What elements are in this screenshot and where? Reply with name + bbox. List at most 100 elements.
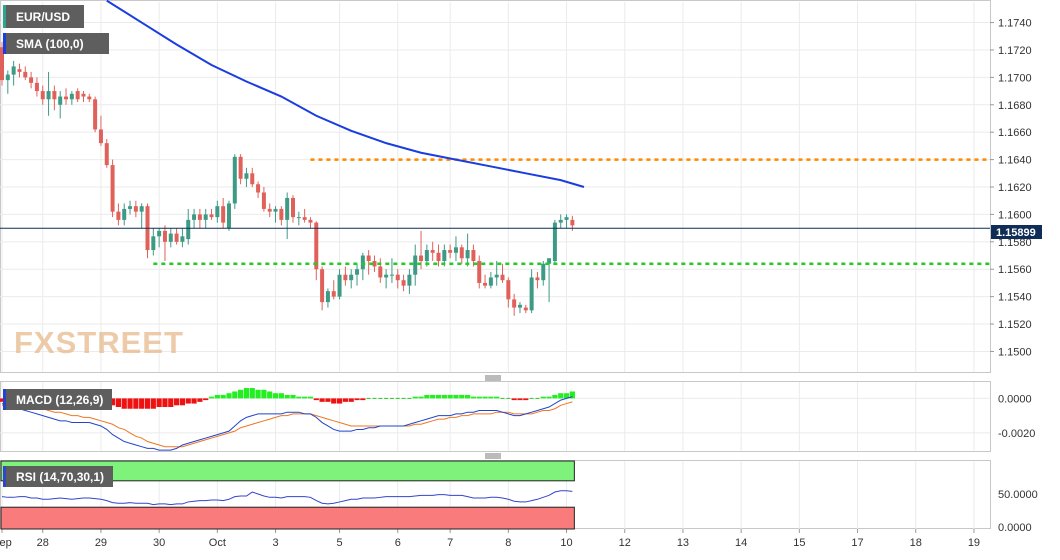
candle-bearish xyxy=(81,93,86,97)
candle-bullish xyxy=(215,206,220,218)
x-tick-label: 15 xyxy=(793,537,805,549)
macd-histogram-bar xyxy=(296,396,302,399)
macd-histogram-bar xyxy=(191,398,197,404)
y-tick-label: 1.1560 xyxy=(998,264,1032,276)
candle-bullish xyxy=(360,255,365,270)
candle-bearish xyxy=(133,206,138,212)
macd-histogram-bar xyxy=(441,394,447,399)
macd-histogram-bar xyxy=(424,394,430,399)
candle-bullish xyxy=(488,277,493,286)
candle-bearish xyxy=(23,71,28,78)
rsi-axis-label: 0.0000 xyxy=(998,522,1032,534)
macd-histogram-bar xyxy=(121,398,127,409)
symbol-label[interactable]: EUR/USD xyxy=(3,5,84,28)
x-tick-label: 30 xyxy=(153,537,165,549)
y-tick-label: 1.1620 xyxy=(998,182,1032,194)
macd-histogram-bar xyxy=(302,396,308,399)
x-tick-label: 29 xyxy=(95,537,107,549)
sma-label[interactable]: SMA (100,0) xyxy=(3,33,109,54)
candle-bullish xyxy=(203,214,208,220)
macd-histogram-bar xyxy=(563,393,570,399)
candle-bearish xyxy=(459,247,464,259)
macd-histogram-bar xyxy=(185,398,191,404)
macd-histogram-bar xyxy=(144,398,151,409)
candle-bearish xyxy=(343,274,348,281)
macd-label[interactable]: MACD (12,26,9) xyxy=(3,389,112,410)
rsi-line xyxy=(1,490,573,506)
candle-bullish xyxy=(529,277,534,311)
macd-histogram-bar xyxy=(517,398,523,401)
support-resistance-levels xyxy=(153,158,990,265)
macd-histogram-bar xyxy=(267,391,273,399)
candle-bullish xyxy=(564,217,569,220)
splitter-handle[interactable] xyxy=(485,453,501,459)
x-tick-label: 14 xyxy=(735,537,747,549)
macd-histogram-bar xyxy=(133,398,139,409)
candle-bearish xyxy=(34,82,39,92)
macd-histogram-bar xyxy=(249,388,255,399)
candle-bearish xyxy=(261,192,266,209)
candle-bearish xyxy=(221,206,226,223)
candle-bullish xyxy=(494,274,499,278)
candle-bullish xyxy=(285,197,290,220)
y-tick-label: 1.1680 xyxy=(998,100,1032,112)
candle-bullish xyxy=(122,208,127,220)
candle-bullish xyxy=(384,274,389,278)
macd-histogram-bar xyxy=(0,398,5,402)
candle-bullish xyxy=(389,274,394,276)
sma-line xyxy=(106,0,585,188)
candle-bullish xyxy=(355,269,360,275)
current-price-value: 1.15899 xyxy=(996,227,1036,239)
candle-bullish xyxy=(186,219,191,240)
macd-histogram-bar xyxy=(179,398,186,406)
macd-histogram-bar xyxy=(243,388,250,399)
candle-bullish xyxy=(296,217,301,219)
candle-bearish xyxy=(535,277,540,281)
candle-bearish xyxy=(75,91,80,100)
macd-histogram-bar xyxy=(232,391,238,399)
candle-bullish xyxy=(69,93,74,100)
x-tick-label: 5 xyxy=(336,537,342,549)
candle-bearish xyxy=(279,208,284,220)
candle-bearish xyxy=(209,214,214,218)
y-tick-label: 1.1540 xyxy=(998,292,1032,304)
candle-bearish xyxy=(570,219,575,226)
candle-bearish xyxy=(87,96,92,100)
macd-histogram-bar xyxy=(226,393,232,399)
macd-histogram-bar xyxy=(255,389,261,399)
x-tick-label: 8 xyxy=(505,537,511,549)
y-tick-label: 1.1740 xyxy=(998,18,1032,30)
macd-panel[interactable] xyxy=(0,381,991,452)
candle-bullish xyxy=(226,203,231,229)
macd-histogram-bar xyxy=(435,394,442,399)
macd-histogram-bar xyxy=(430,394,436,399)
candle-bullish xyxy=(424,250,429,261)
y-tick-label: 1.1720 xyxy=(998,45,1032,57)
macd-histogram-bar xyxy=(360,398,366,401)
macd-histogram-bar xyxy=(354,398,360,401)
candle-bearish xyxy=(64,96,69,100)
candle-bearish xyxy=(471,250,476,261)
macd-histogram-bar xyxy=(307,396,314,399)
macd-histogram-bar xyxy=(220,394,226,399)
splitter-handle[interactable] xyxy=(485,375,501,381)
candle-bullish xyxy=(168,233,173,242)
macd-histogram-bar xyxy=(482,396,488,399)
candle-bearish xyxy=(162,230,167,242)
candle-bearish xyxy=(116,211,121,220)
macd-histogram-bar xyxy=(488,396,494,399)
macd-histogram-bar xyxy=(336,398,343,404)
x-tick-label: 7 xyxy=(447,537,453,549)
candle-bearish xyxy=(314,222,319,270)
sma-label-text: SMA (100,0) xyxy=(16,37,84,51)
candle-bearish xyxy=(291,197,295,218)
y-tick-label: 1.1500 xyxy=(998,346,1032,358)
macd-histogram-bar xyxy=(197,398,203,402)
rsi-label[interactable]: RSI (14,70,30,1) xyxy=(3,466,113,487)
candle-bearish xyxy=(512,299,517,308)
candle-bullish xyxy=(46,91,51,100)
x-tick-label: 12 xyxy=(619,537,631,549)
candle-bearish xyxy=(366,255,371,261)
candle-bearish xyxy=(378,266,383,278)
